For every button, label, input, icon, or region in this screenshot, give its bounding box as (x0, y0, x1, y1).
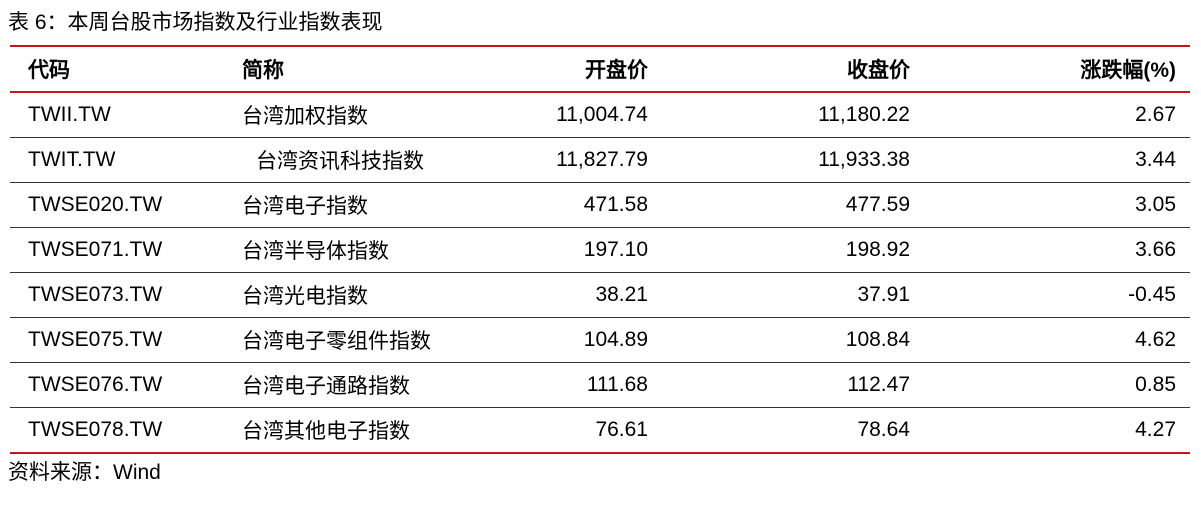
cell-name: 台湾光电指数 (242, 272, 486, 318)
cell-open: 76.61 (486, 407, 648, 454)
cell-change: 3.05 (910, 182, 1190, 228)
index-performance-table: 代码 简称 开盘价 收盘价 涨跌幅(%) TWII.TW 台湾加权指数 11,004… (10, 45, 1190, 454)
cell-name: 台湾加权指数 (242, 92, 486, 138)
table-row: TWIT.TW 台湾资讯科技指数 11,827.79 11,933.38 3.44 (10, 137, 1190, 183)
cell-code: TWIT.TW (10, 137, 242, 183)
cell-change: 4.62 (910, 317, 1190, 363)
cell-code: TWSE076.TW (10, 362, 242, 408)
cell-code: TWSE075.TW (10, 317, 242, 363)
cell-open: 38.21 (486, 272, 648, 318)
table-header-row: 代码 简称 开盘价 收盘价 涨跌幅(%) (10, 45, 1190, 93)
cell-name: 台湾资讯科技指数 (242, 137, 486, 183)
cell-change: -0.45 (910, 272, 1190, 318)
cell-open: 111.68 (486, 362, 648, 408)
table-row: TWSE071.TW 台湾半导体指数 197.10 198.92 3.66 (10, 227, 1190, 273)
cell-name: 台湾电子零组件指数 (242, 317, 486, 363)
cell-change: 3.66 (910, 227, 1190, 273)
cell-change: 2.67 (910, 92, 1190, 138)
cell-name: 台湾其他电子指数 (242, 407, 486, 454)
cell-open: 11,827.79 (486, 137, 648, 183)
cell-close: 112.47 (648, 362, 910, 408)
cell-change: 0.85 (910, 362, 1190, 408)
cell-name: 台湾电子通路指数 (242, 362, 486, 408)
source-note: 资料来源：Wind (8, 461, 161, 484)
cell-close: 108.84 (648, 317, 910, 363)
cell-close: 78.64 (648, 407, 910, 454)
header-open: 开盘价 (486, 45, 648, 93)
cell-code: TWSE078.TW (10, 407, 242, 454)
cell-name: 台湾电子指数 (242, 182, 486, 228)
table-row: TWSE073.TW 台湾光电指数 38.21 37.91 -0.45 (10, 272, 1190, 318)
cell-open: 471.58 (486, 182, 648, 228)
header-code: 代码 (10, 45, 242, 93)
table-row: TWSE078.TW 台湾其他电子指数 76.61 78.64 4.27 (10, 407, 1190, 454)
cell-name: 台湾半导体指数 (242, 227, 486, 273)
table-row: TWSE020.TW 台湾电子指数 471.58 477.59 3.05 (10, 182, 1190, 228)
cell-code: TWSE020.TW (10, 182, 242, 228)
cell-open: 11,004.74 (486, 92, 648, 138)
cell-close: 37.91 (648, 272, 910, 318)
cell-open: 104.89 (486, 317, 648, 363)
cell-code: TWSE073.TW (10, 272, 242, 318)
cell-code: TWSE071.TW (10, 227, 242, 273)
header-name: 简称 (242, 45, 486, 93)
cell-close: 477.59 (648, 182, 910, 228)
header-change: 涨跌幅(%) (910, 45, 1190, 93)
table-row: TWII.TW 台湾加权指数 11,004.74 11,180.22 2.67 (10, 92, 1190, 138)
table-title: 表 6：本周台股市场指数及行业指数表现 (8, 11, 383, 34)
cell-change: 3.44 (910, 137, 1190, 183)
table-row: TWSE076.TW 台湾电子通路指数 111.68 112.47 0.85 (10, 362, 1190, 408)
cell-change: 4.27 (910, 407, 1190, 454)
header-close: 收盘价 (648, 45, 910, 93)
cell-close: 11,933.38 (648, 137, 910, 183)
cell-open: 197.10 (486, 227, 648, 273)
table-row: TWSE075.TW 台湾电子零组件指数 104.89 108.84 4.62 (10, 317, 1190, 363)
cell-code: TWII.TW (10, 92, 242, 138)
cell-close: 11,180.22 (648, 92, 910, 138)
cell-close: 198.92 (648, 227, 910, 273)
